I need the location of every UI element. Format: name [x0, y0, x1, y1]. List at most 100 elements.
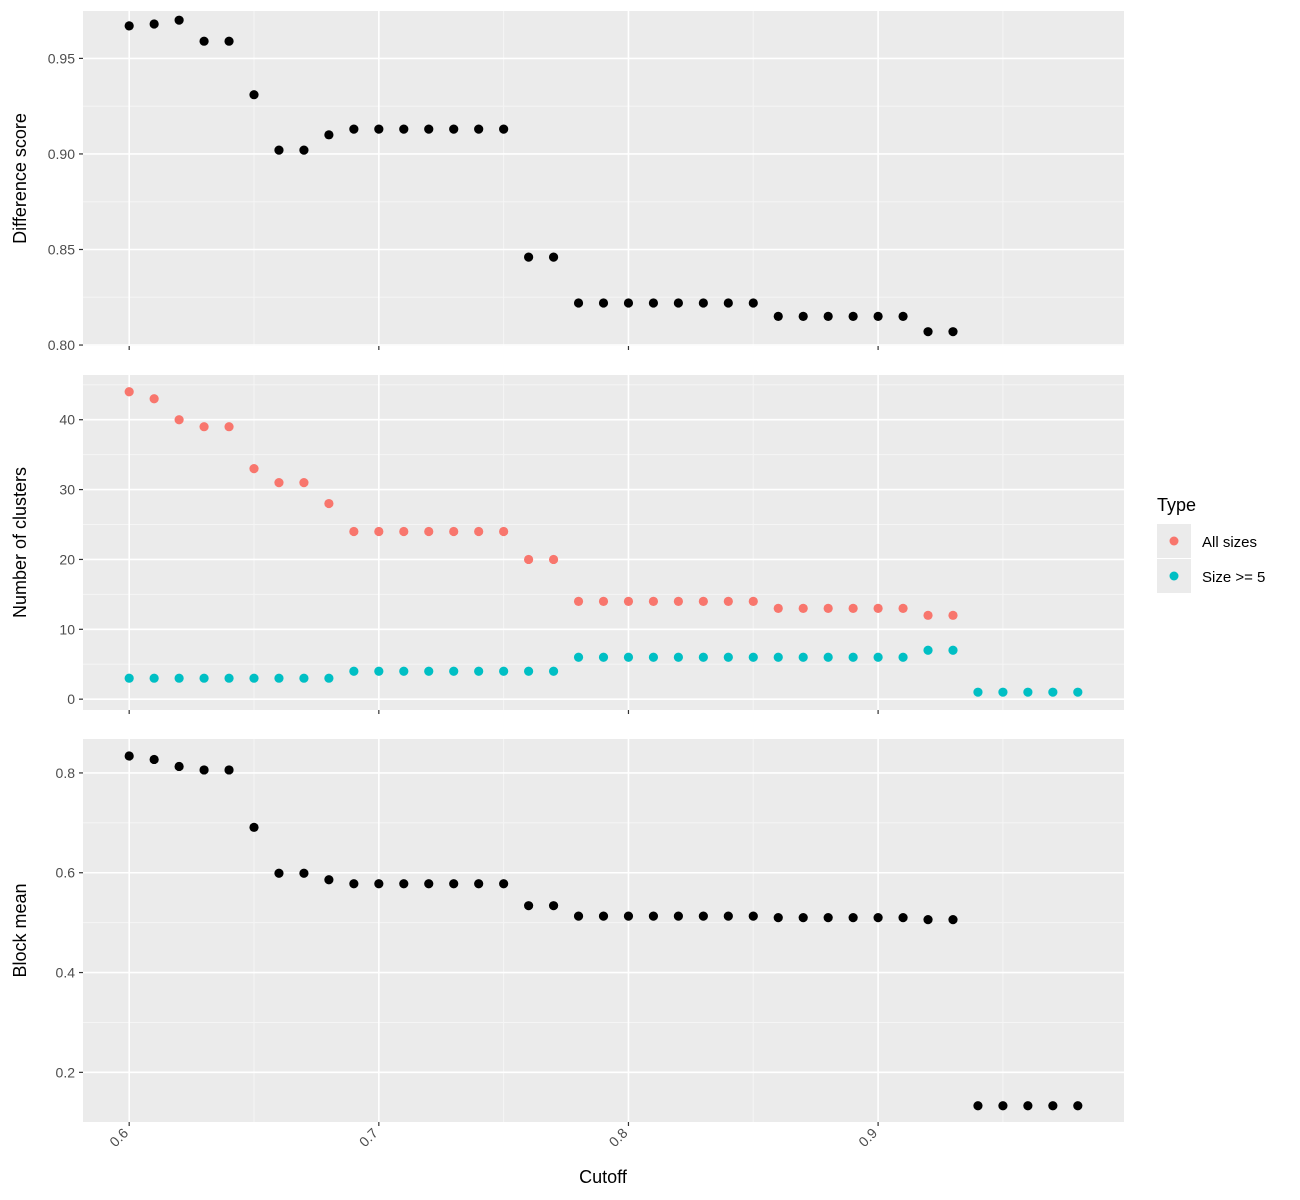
series-clusters-1 — [124, 645, 1083, 697]
data-point — [199, 673, 209, 683]
data-point — [349, 666, 359, 676]
data-point — [573, 652, 584, 662]
data-point — [648, 298, 659, 308]
data-point — [598, 911, 609, 921]
data-point — [474, 666, 484, 676]
data-point — [548, 901, 559, 911]
panel-block: 0.2 0.4 0.6 0.8 Block mean — [10, 739, 1124, 1126]
data-point — [648, 652, 659, 662]
data-point — [399, 879, 409, 889]
panel-background — [83, 739, 1124, 1122]
data-point — [548, 554, 559, 565]
data-point — [748, 596, 758, 606]
data-point — [923, 915, 933, 925]
legend-label-size-ge-5: Size >= 5 — [1202, 569, 1265, 586]
data-point — [474, 124, 484, 134]
y-tick-label: 0.90 — [48, 146, 75, 162]
data-point — [474, 879, 484, 889]
data-point — [524, 252, 534, 262]
data-point — [548, 666, 559, 676]
y-tick-label: 0.4 — [56, 965, 76, 981]
legend-key-size-ge-5 — [1169, 571, 1179, 581]
data-point — [1023, 1101, 1033, 1111]
data-point — [623, 298, 634, 308]
data-point — [873, 652, 883, 662]
data-point — [698, 298, 708, 308]
data-point — [399, 526, 409, 537]
data-point — [174, 15, 184, 25]
data-point — [798, 311, 808, 321]
data-point — [948, 327, 958, 337]
data-point — [623, 652, 634, 662]
y-tick-label: 0.80 — [48, 337, 75, 353]
legend-label-all-sizes: All sizes — [1202, 534, 1257, 551]
panel-background — [83, 11, 1124, 346]
y-tick-label: 0.85 — [48, 241, 75, 257]
data-point — [249, 822, 259, 832]
panel-diff: 0.80 0.85 0.90 0.95 Difference score — [10, 11, 1124, 353]
data-point — [1023, 687, 1033, 697]
data-point — [673, 596, 683, 606]
y-tick-label: 20 — [59, 551, 75, 567]
y-tick-label: 0.95 — [48, 50, 75, 66]
data-point — [748, 298, 758, 308]
data-point — [299, 145, 309, 155]
data-point — [174, 415, 184, 425]
data-point — [524, 554, 534, 565]
data-point — [449, 666, 459, 676]
data-point — [424, 124, 434, 134]
y-tick-label: 10 — [59, 621, 75, 637]
data-point — [998, 687, 1008, 697]
data-point — [848, 913, 858, 923]
y-tick-label: 0.6 — [56, 865, 76, 881]
data-point — [349, 124, 359, 134]
panel-clusters: 0 10 20 30 40 Number of clusters — [10, 375, 1124, 714]
data-point — [324, 130, 334, 140]
data-point — [374, 124, 384, 134]
data-point — [424, 879, 434, 889]
data-point — [948, 915, 958, 925]
data-point — [374, 879, 384, 889]
y-axis-title: Block mean — [10, 883, 30, 977]
data-point — [798, 652, 808, 662]
data-point — [424, 526, 434, 537]
data-point — [349, 526, 359, 537]
data-point — [124, 387, 134, 397]
data-point — [149, 754, 159, 765]
data-point — [299, 868, 309, 878]
data-point — [324, 875, 334, 885]
data-point — [149, 673, 159, 683]
data-point — [673, 298, 683, 308]
data-point — [1048, 687, 1058, 697]
data-point — [499, 124, 509, 134]
data-point — [199, 765, 209, 775]
data-point — [299, 477, 309, 488]
data-point — [598, 298, 609, 308]
data-point — [324, 498, 334, 509]
legend: Type All sizes Size >= 5 — [1157, 495, 1265, 593]
data-point — [274, 145, 284, 155]
data-point — [299, 673, 309, 683]
data-point — [848, 652, 858, 662]
data-point — [923, 327, 933, 337]
data-point — [698, 596, 708, 606]
data-point — [998, 1101, 1008, 1111]
data-point — [723, 911, 733, 921]
data-point — [274, 673, 284, 683]
data-point — [923, 610, 933, 620]
data-point — [898, 652, 908, 662]
data-point — [124, 21, 134, 31]
series-block-0 — [124, 751, 1083, 1111]
data-point — [249, 673, 259, 683]
data-point — [973, 1101, 983, 1111]
data-point — [274, 477, 284, 488]
data-point — [648, 596, 659, 606]
data-point — [124, 673, 134, 683]
data-point — [598, 652, 609, 662]
panels: 0.80 0.85 0.90 0.95 Difference score 0 10 20 30 4… — [10, 11, 1124, 1150]
data-point — [224, 36, 234, 46]
y-tick-label: 30 — [59, 482, 75, 498]
data-point — [848, 311, 858, 321]
data-point — [923, 645, 933, 655]
data-point — [773, 652, 783, 662]
